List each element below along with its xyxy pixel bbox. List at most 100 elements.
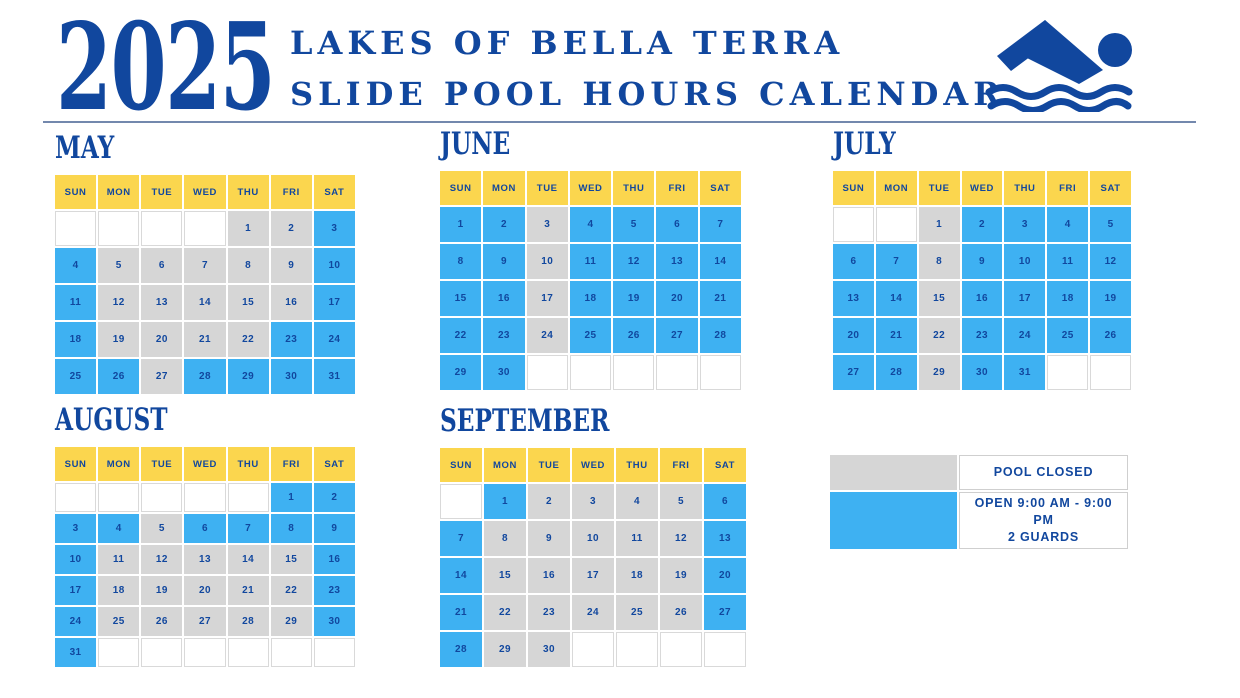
day-cell-august-20: 20 [184,576,226,605]
day-cell-july-19: 19 [1090,281,1131,316]
title-line-2: SLIDE POOL HOURS CALENDAR [290,75,1005,113]
day-cell-july-12: 12 [1090,244,1131,279]
day-cell-july-7: 7 [875,244,917,279]
empty-cell [572,632,614,667]
month-grid-september: SUN MON TUE WED THU FRI SAT 1 2 3 4 5 6 7 8 9 10 11 12 13 14… [440,448,746,667]
day-cell-june-16: 16 [483,281,525,316]
weekday-header-thu: THU [227,175,269,209]
day-cell-june-9: 9 [483,244,525,279]
day-cell-august-4: 4 [98,514,140,543]
weekday-header-wed: WED [569,171,612,205]
empty-cell [227,638,269,667]
day-cell-august-1: 1 [270,483,312,512]
day-cell-august-25: 25 [98,607,140,636]
day-cell-june-29: 29 [440,355,482,390]
weekday-header-wed: WED [184,175,226,209]
day-cell-july-4: 4 [1047,207,1089,242]
day-cell-august-8: 8 [270,514,312,543]
day-cell-august-19: 19 [141,576,183,605]
day-cell-may-18: 18 [55,322,97,357]
day-cell-june-7: 7 [699,207,741,242]
weekday-header-thu: THU [227,447,269,481]
weekday-header-mon: MON [875,171,917,205]
empty-cell [1047,355,1089,390]
legend-open-label: OPEN 9:00 AM - 9:00 PM 2 GUARDS [959,492,1128,549]
day-cell-july-13: 13 [833,281,874,316]
day-cell-june-10: 10 [526,244,568,279]
day-cell-june-8: 8 [440,244,482,279]
weekday-header-fri: FRI [270,447,312,481]
weekday-header-tue: TUE [141,447,183,481]
empty-cell [184,483,226,512]
day-cell-july-26: 26 [1090,318,1131,353]
month-grid-july: SUN MON TUE WED THU FRI SAT 1 2 3 4 5 6 7 8 9 10 11 12 13 14… [833,171,1131,390]
day-cell-august-18: 18 [98,576,140,605]
day-cell-august-11: 11 [98,545,140,574]
empty-cell [704,632,746,667]
weekday-header-mon: MON [98,175,140,209]
day-cell-may-5: 5 [98,248,140,283]
day-cell-may-7: 7 [184,248,226,283]
weekday-header-fri: FRI [660,448,702,482]
empty-cell [270,638,312,667]
weekday-header-sun: SUN [440,448,482,482]
day-cell-july-29: 29 [918,355,960,390]
day-cell-july-23: 23 [961,318,1003,353]
day-cell-may-8: 8 [227,248,269,283]
day-cell-june-4: 4 [569,207,612,242]
day-cell-may-24: 24 [313,322,355,357]
day-cell-may-6: 6 [141,248,183,283]
empty-cell [141,638,183,667]
empty-cell [613,355,655,390]
day-cell-june-28: 28 [699,318,741,353]
weekday-header-wed: WED [184,447,226,481]
day-cell-july-24: 24 [1004,318,1046,353]
weekday-header-tue: TUE [918,171,960,205]
day-cell-july-16: 16 [961,281,1003,316]
day-cell-september-23: 23 [528,595,570,630]
weekday-header-sat: SAT [313,175,355,209]
day-cell-june-5: 5 [613,207,655,242]
day-cell-may-30: 30 [270,359,312,394]
day-cell-september-12: 12 [660,521,702,556]
day-cell-june-20: 20 [656,281,698,316]
day-cell-september-22: 22 [484,595,526,630]
empty-cell [55,211,97,246]
weekday-header-fri: FRI [1047,171,1089,205]
day-cell-july-22: 22 [918,318,960,353]
day-cell-june-15: 15 [440,281,482,316]
day-cell-july-20: 20 [833,318,874,353]
day-cell-september-2: 2 [528,484,570,519]
day-cell-june-25: 25 [569,318,612,353]
day-cell-july-11: 11 [1047,244,1089,279]
weekday-header-wed: WED [572,448,614,482]
day-cell-may-25: 25 [55,359,97,394]
month-title-august: AUGUST [55,402,168,438]
legend-closed-swatch [830,455,957,490]
day-cell-august-31: 31 [55,638,97,667]
empty-cell [141,211,183,246]
day-cell-august-5: 5 [141,514,183,543]
day-cell-september-28: 28 [440,632,482,667]
day-cell-september-25: 25 [616,595,658,630]
weekday-header-sat: SAT [704,448,746,482]
weekday-header-sun: SUN [55,447,97,481]
legend-closed-label: POOL CLOSED [959,455,1128,490]
day-cell-september-19: 19 [660,558,702,593]
empty-cell [526,355,568,390]
day-cell-september-13: 13 [704,521,746,556]
month-title-may: MAY [55,130,115,166]
swimmer-icon [985,20,1133,112]
day-cell-august-29: 29 [270,607,312,636]
day-cell-july-17: 17 [1004,281,1046,316]
day-cell-august-9: 9 [313,514,355,543]
day-cell-june-17: 17 [526,281,568,316]
day-cell-may-15: 15 [227,285,269,320]
day-cell-may-9: 9 [270,248,312,283]
weekday-header-mon: MON [483,171,525,205]
day-cell-september-10: 10 [572,521,614,556]
empty-cell [833,207,874,242]
month-august: AUGUST SUN MON TUE WED THU FRI SAT 1 2 3 4 5 6 7 8 9 10 11… [55,405,355,667]
empty-cell [656,355,698,390]
day-cell-may-1: 1 [227,211,269,246]
